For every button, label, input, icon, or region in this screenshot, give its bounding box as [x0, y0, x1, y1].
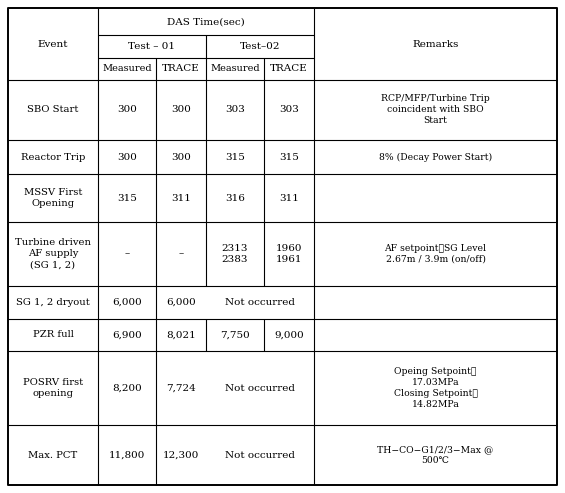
- Text: 2313
2383: 2313 2383: [221, 244, 248, 264]
- Text: AF setpoint：SG Level
2.67m / 3.9m (on/off): AF setpoint：SG Level 2.67m / 3.9m (on/of…: [384, 244, 486, 264]
- Text: TRACE: TRACE: [270, 65, 308, 73]
- Text: SG 1, 2 dryout: SG 1, 2 dryout: [16, 298, 90, 307]
- Text: 303: 303: [279, 106, 299, 114]
- Text: 7,750: 7,750: [220, 330, 250, 339]
- Text: 1960
1961: 1960 1961: [276, 244, 302, 264]
- Text: 315: 315: [225, 152, 245, 162]
- Text: SBO Start: SBO Start: [27, 106, 79, 114]
- Text: 6,000: 6,000: [112, 298, 142, 307]
- Text: 8,021: 8,021: [166, 330, 196, 339]
- Text: 300: 300: [117, 106, 137, 114]
- Text: 12,300: 12,300: [163, 451, 199, 459]
- Text: Test – 01: Test – 01: [128, 42, 176, 51]
- Text: 7,724: 7,724: [166, 384, 196, 392]
- Text: 311: 311: [279, 194, 299, 203]
- Text: POSRV first
opening: POSRV first opening: [23, 378, 83, 398]
- Text: Test–02: Test–02: [240, 42, 280, 51]
- Text: 6,900: 6,900: [112, 330, 142, 339]
- Text: TRACE: TRACE: [162, 65, 200, 73]
- Text: Max. PCT: Max. PCT: [28, 451, 77, 459]
- Text: Event: Event: [38, 39, 68, 48]
- Text: 311: 311: [171, 194, 191, 203]
- Text: Measured: Measured: [210, 65, 260, 73]
- Text: 8,200: 8,200: [112, 384, 142, 392]
- Text: 300: 300: [171, 106, 191, 114]
- Text: –: –: [124, 249, 129, 258]
- Text: RCP/MFP/Turbine Trip
coincident with SBO
Start: RCP/MFP/Turbine Trip coincident with SBO…: [381, 94, 490, 125]
- Text: TH−CO−G1/2/3−Max @
500℃: TH−CO−G1/2/3−Max @ 500℃: [377, 445, 494, 465]
- Text: Measured: Measured: [102, 65, 152, 73]
- Text: Turbine driven
AF supply
(SG 1, 2): Turbine driven AF supply (SG 1, 2): [15, 238, 91, 270]
- Text: 315: 315: [279, 152, 299, 162]
- Text: –: –: [179, 249, 184, 258]
- Text: DAS Time(sec): DAS Time(sec): [167, 17, 245, 26]
- Text: Opeing Setpoint：
17.03MPa
Closing Setpoint：
14.82MPa: Opeing Setpoint： 17.03MPa Closing Setpoi…: [394, 367, 477, 409]
- Text: 9,000: 9,000: [274, 330, 304, 339]
- Text: 300: 300: [117, 152, 137, 162]
- Text: Reactor Trip: Reactor Trip: [21, 152, 85, 162]
- Text: Not occurred: Not occurred: [225, 384, 295, 392]
- Text: 8% (Decay Power Start): 8% (Decay Power Start): [379, 152, 492, 162]
- Text: Not occurred: Not occurred: [225, 451, 295, 459]
- Text: Remarks: Remarks: [412, 39, 459, 48]
- Text: PZR full: PZR full: [33, 330, 73, 339]
- Text: 316: 316: [225, 194, 245, 203]
- Text: Not occurred: Not occurred: [225, 298, 295, 307]
- Text: MSSV First
Opening: MSSV First Opening: [24, 188, 82, 208]
- Text: 315: 315: [117, 194, 137, 203]
- Text: 303: 303: [225, 106, 245, 114]
- Text: 6,000: 6,000: [166, 298, 196, 307]
- Text: 300: 300: [171, 152, 191, 162]
- Text: 11,800: 11,800: [109, 451, 145, 459]
